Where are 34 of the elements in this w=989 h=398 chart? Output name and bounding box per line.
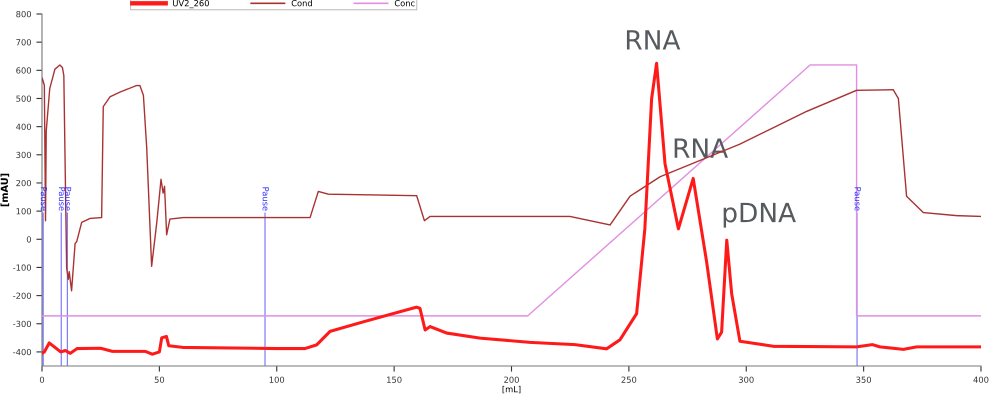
ref-line-label: Pause — [64, 187, 72, 211]
annotation: pDNA — [724, 202, 796, 228]
x-tick-label: 200 — [504, 376, 519, 383]
legend-label: Conc — [394, 0, 415, 6]
y-tick-label: 500 — [16, 95, 32, 102]
y-tick-label: 0 — [26, 236, 32, 243]
y-tick-label: -100 — [13, 264, 32, 271]
x-tick-label: 50 — [154, 376, 164, 383]
x-tick-label: 150 — [387, 376, 402, 383]
y-tick-label: 800 — [16, 10, 32, 18]
x-axis-title: [mL] — [502, 386, 520, 394]
x-tick-label: 0 — [40, 376, 44, 383]
y-tick-label: 300 — [16, 152, 32, 158]
x-tick-label: 250 — [622, 376, 636, 383]
y-tick-label: 400 — [16, 124, 32, 130]
y-tick-label: 100 — [16, 208, 32, 214]
y-tick-label: 200 — [16, 180, 32, 186]
y-tick-label: 700 — [16, 39, 32, 46]
ref-line-label: Pause — [58, 187, 66, 211]
x-tick-label: 350 — [856, 376, 872, 383]
legend-label: UV2_260 — [173, 0, 209, 8]
y-tick-label: -400 — [13, 348, 32, 356]
x-tick-label: 300 — [738, 376, 754, 383]
y-tick-label: 600 — [16, 67, 32, 74]
y-axis-title: [mAU] — [0, 174, 10, 206]
legend-label: Cond — [292, 0, 312, 6]
y-tick-label: -200 — [13, 292, 32, 299]
x-tick-label: 100 — [270, 376, 284, 383]
x-tick-label: 400 — [973, 376, 988, 383]
ref-line-label: Pause — [262, 187, 269, 211]
y-tick-label: -300 — [13, 320, 32, 328]
ref-line-label: Pause — [854, 187, 861, 211]
ref-line-label: Pause — [40, 187, 47, 211]
annotation: RNA — [626, 30, 680, 50]
